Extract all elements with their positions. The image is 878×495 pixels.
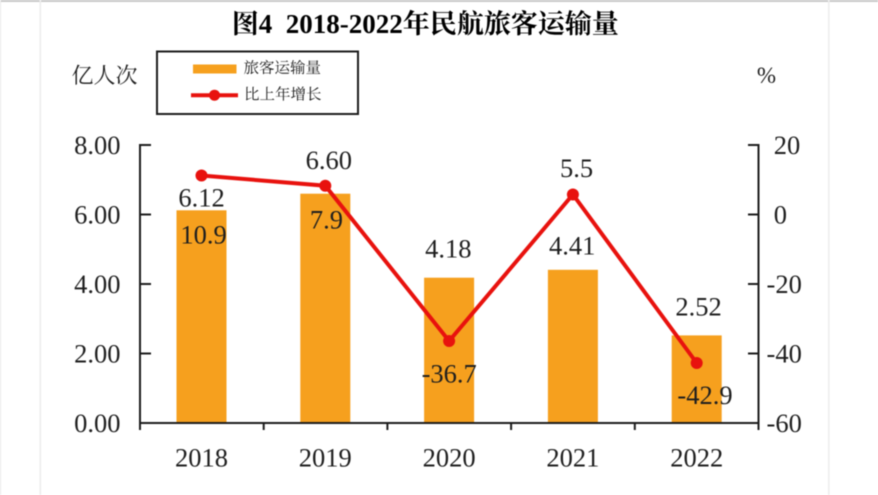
svg-text:-36.7: -36.7 xyxy=(422,359,477,389)
svg-text:2.52: 2.52 xyxy=(675,291,721,321)
svg-text:4.41: 4.41 xyxy=(549,231,595,261)
svg-text:-20: -20 xyxy=(767,269,802,299)
svg-text:2019: 2019 xyxy=(299,443,352,473)
svg-text:-42.9: -42.9 xyxy=(677,380,732,410)
svg-text:-60: -60 xyxy=(767,408,802,438)
svg-text:6.00: 6.00 xyxy=(74,200,120,230)
svg-text:0: 0 xyxy=(774,200,787,230)
svg-text:2021: 2021 xyxy=(546,443,599,473)
svg-text:4.00: 4.00 xyxy=(74,269,120,299)
svg-text:2.00: 2.00 xyxy=(74,339,120,369)
svg-text:4.18: 4.18 xyxy=(425,234,471,264)
svg-text:-40: -40 xyxy=(767,339,802,369)
svg-text:5.5: 5.5 xyxy=(560,153,593,183)
svg-text:0.00: 0.00 xyxy=(74,408,120,438)
svg-text:6.60: 6.60 xyxy=(306,145,352,175)
svg-text:6.12: 6.12 xyxy=(178,183,224,213)
svg-text:%: % xyxy=(757,63,776,88)
svg-text:7.9: 7.9 xyxy=(310,205,343,235)
svg-text:10.9: 10.9 xyxy=(180,220,226,250)
svg-text:20: 20 xyxy=(774,130,801,160)
svg-text:2022: 2022 xyxy=(670,443,723,473)
svg-text:2020: 2020 xyxy=(423,443,476,473)
svg-text:4 2018-2022: 4 2018-2022 xyxy=(259,9,403,39)
svg-text:8.00: 8.00 xyxy=(74,130,120,160)
svg-text:2018: 2018 xyxy=(175,443,228,473)
